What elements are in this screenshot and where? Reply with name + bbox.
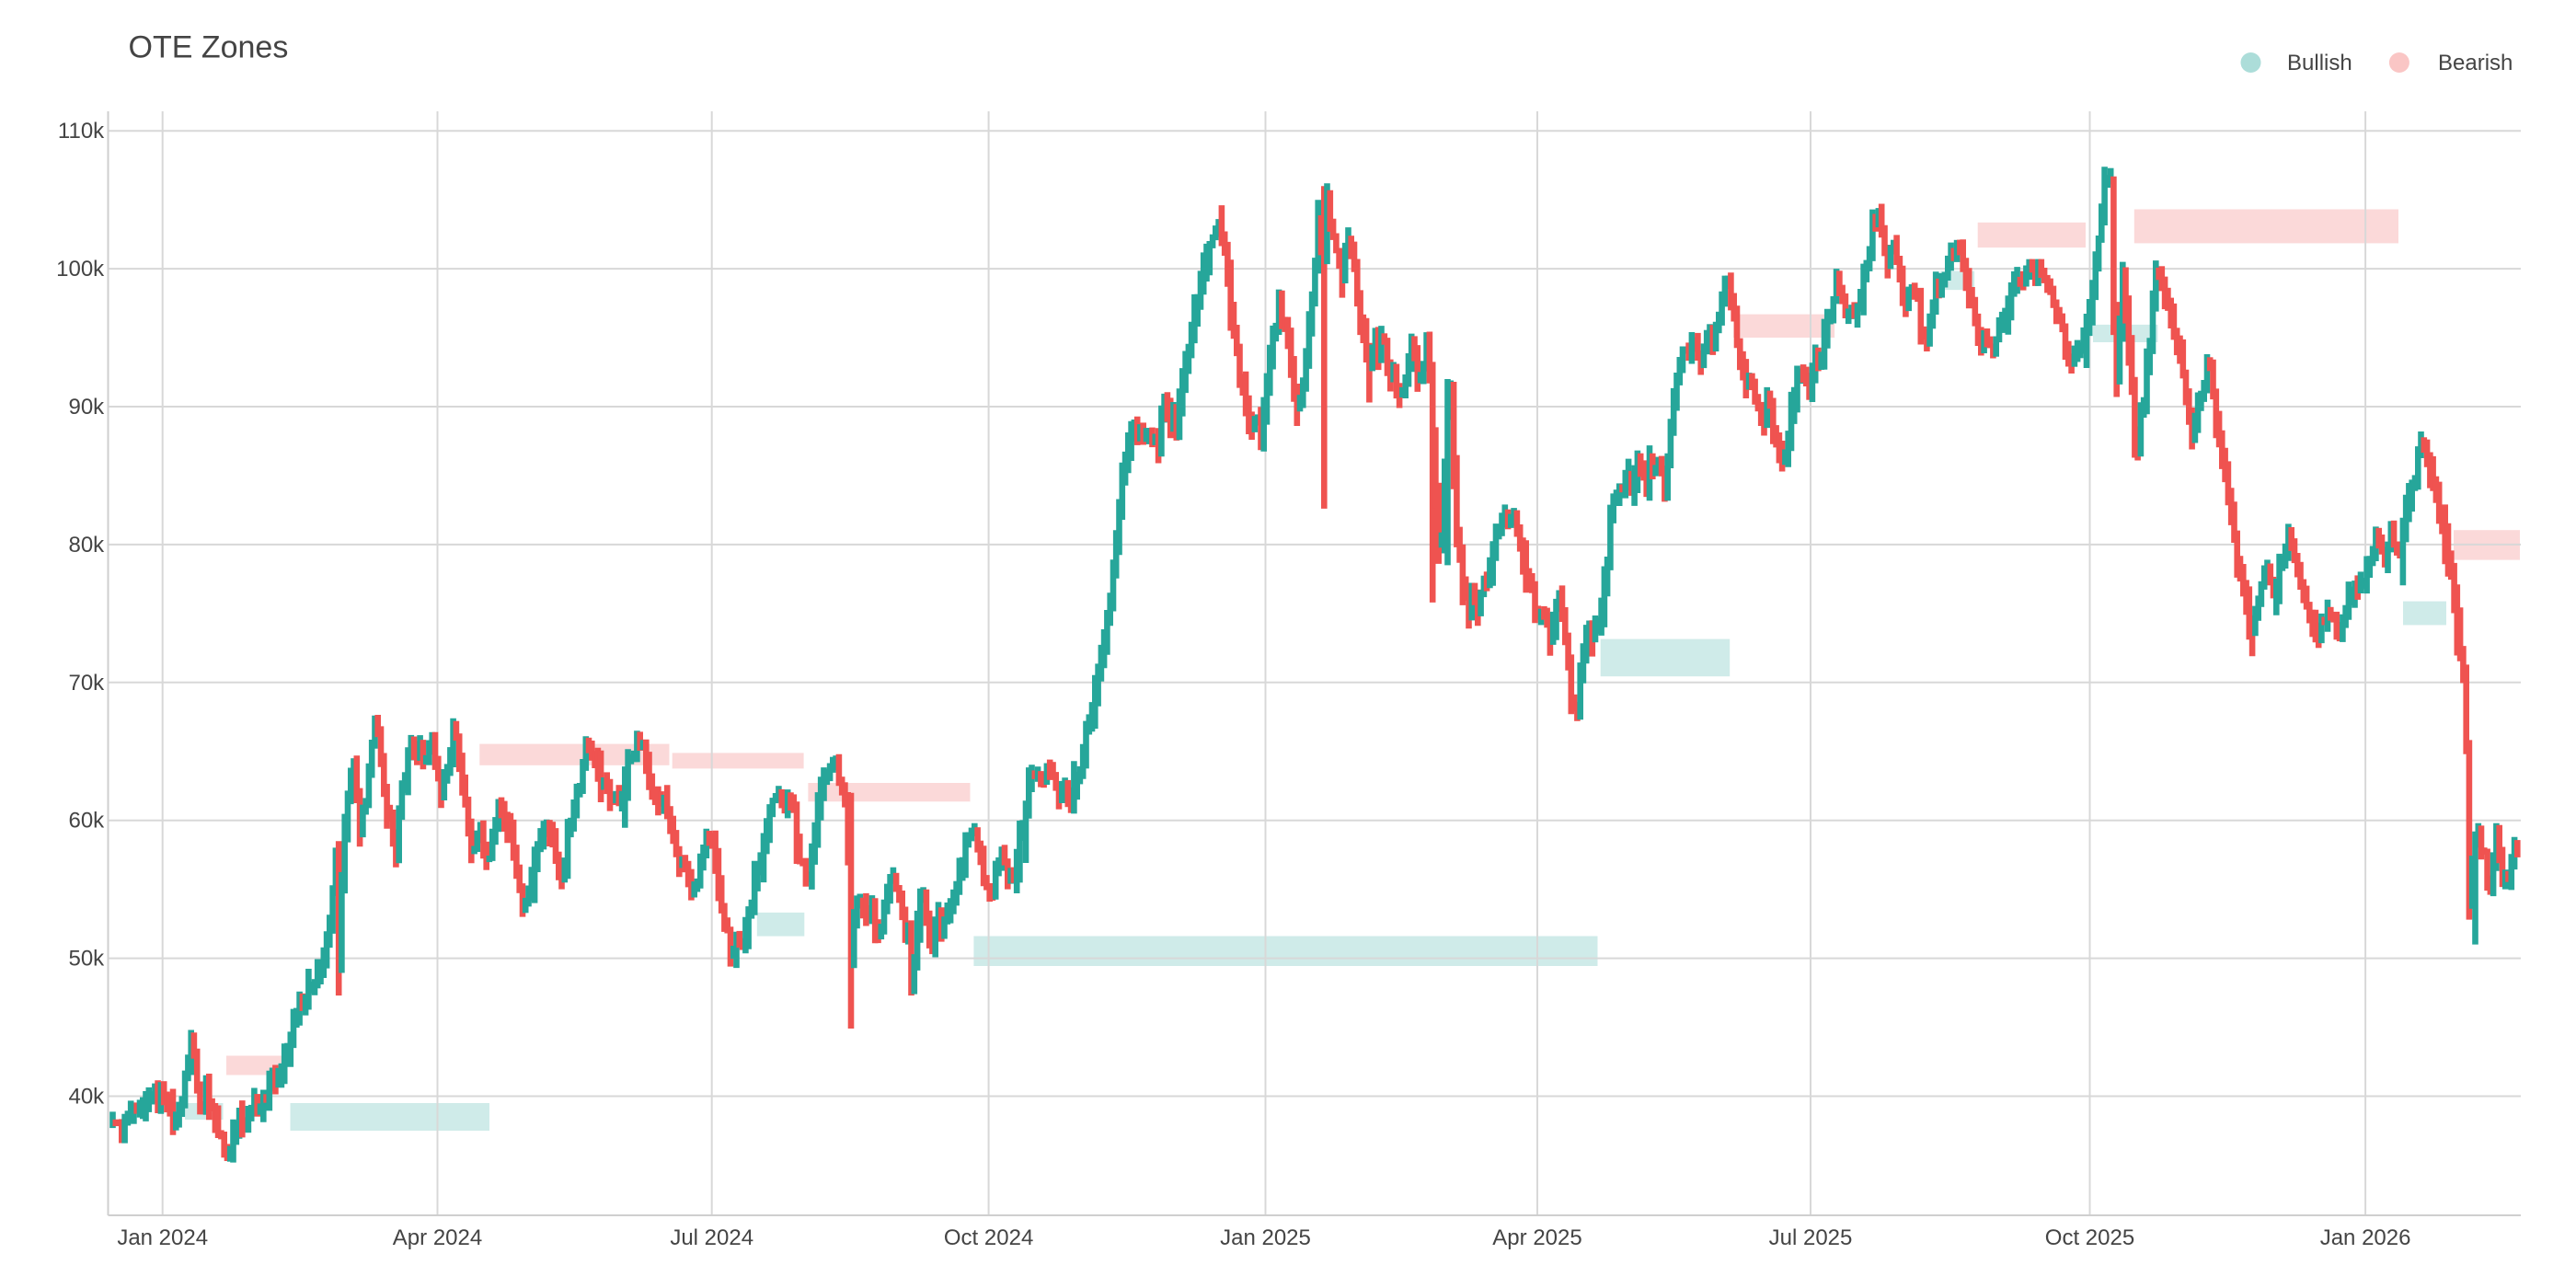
svg-text:Jul 2025: Jul 2025: [1769, 1225, 1853, 1250]
svg-text:40k: 40k: [68, 1085, 105, 1110]
svg-text:50k: 50k: [68, 947, 105, 972]
svg-text:Oct 2024: Oct 2024: [944, 1225, 1033, 1250]
svg-text:90k: 90k: [68, 395, 105, 420]
svg-text:60k: 60k: [68, 809, 105, 834]
svg-text:Jan 2024: Jan 2024: [117, 1225, 208, 1250]
svg-text:OTE Zones: OTE Zones: [129, 30, 289, 65]
svg-text:Apr 2024: Apr 2024: [393, 1225, 482, 1250]
svg-text:80k: 80k: [68, 533, 105, 558]
svg-text:Oct 2025: Oct 2025: [2045, 1225, 2134, 1250]
svg-text:Bearish: Bearish: [2438, 51, 2513, 75]
svg-text:Jan 2026: Jan 2026: [2320, 1225, 2411, 1250]
svg-text:70k: 70k: [68, 671, 105, 696]
svg-text:Apr 2025: Apr 2025: [1492, 1225, 1581, 1250]
svg-text:Bullish: Bullish: [2287, 51, 2352, 75]
svg-text:Jul 2024: Jul 2024: [670, 1225, 753, 1250]
svg-text:Jan 2025: Jan 2025: [1220, 1225, 1311, 1250]
svg-text:100k: 100k: [56, 257, 105, 282]
svg-text:110k: 110k: [58, 119, 105, 144]
